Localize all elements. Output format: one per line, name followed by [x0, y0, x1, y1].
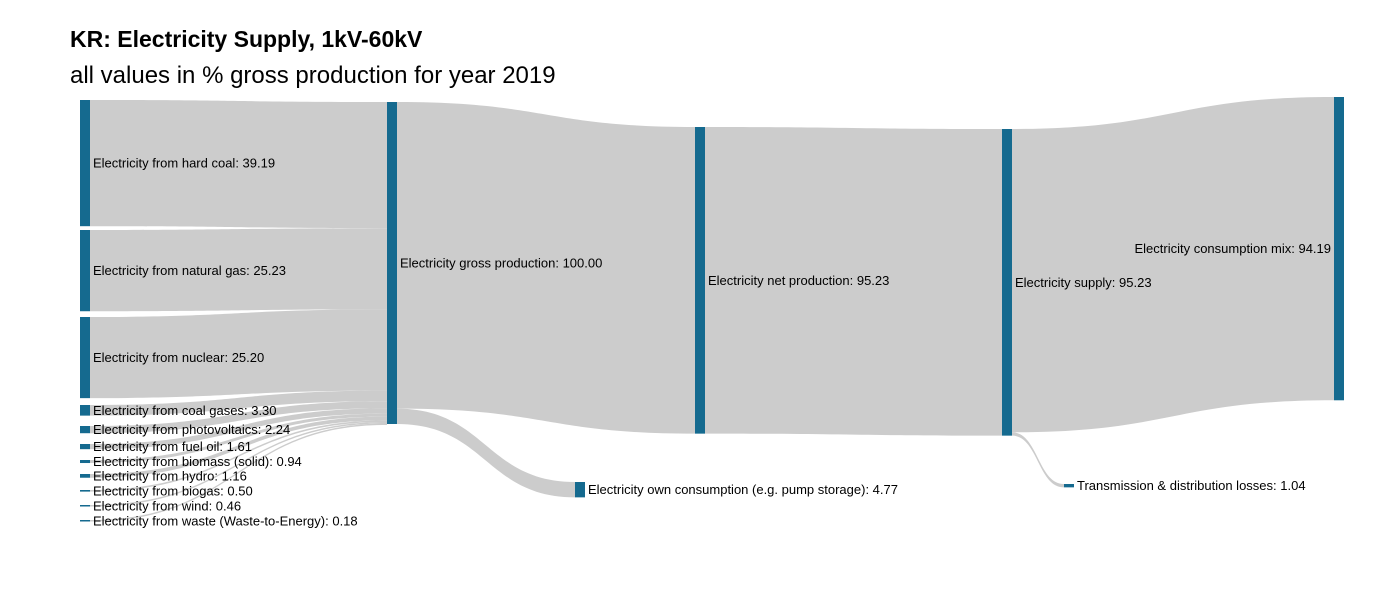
- node-waste: [80, 520, 90, 522]
- link-wind-to-gross: [90, 421, 387, 507]
- page-title: KR: Electricity Supply, 1kV-60kV: [70, 26, 423, 52]
- node-label-gross: Electricity gross production: 100.00: [400, 256, 602, 271]
- page-subtitle: all values in % gross production for yea…: [70, 62, 556, 89]
- link-photovoltaics-to-gross: [90, 401, 387, 434]
- link-natural_gas-to-gross: [90, 228, 387, 312]
- node-label-wind: Electricity from wind: 0.46: [93, 498, 241, 513]
- node-photovoltaics: [80, 426, 90, 434]
- node-coal_gases: [80, 405, 90, 416]
- link-hydro-to-gross: [90, 416, 387, 478]
- node-label-losses: Transmission & distribution losses: 1.04: [1077, 478, 1306, 493]
- node-label-biomass: Electricity from biomass (solid): 0.94: [93, 454, 302, 469]
- links-layer: [90, 97, 1334, 522]
- link-supply-to-mix: [1012, 97, 1334, 433]
- node-label-supply: Electricity supply: 95.23: [1015, 275, 1152, 290]
- node-biogas: [80, 490, 90, 492]
- node-label-coal_gases: Electricity from coal gases: 3.30: [93, 403, 277, 418]
- link-supply-to-losses: [1012, 432, 1064, 488]
- node-label-hard_coal: Electricity from hard coal: 39.19: [93, 156, 275, 171]
- node-natural_gas: [80, 230, 90, 312]
- node-supply: [1002, 129, 1012, 436]
- link-nuclear-to-gross: [90, 309, 387, 399]
- node-gross: [387, 102, 397, 424]
- node-label-biogas: Electricity from biogas: 0.50: [93, 483, 253, 498]
- node-label-nuclear: Electricity from nuclear: 25.20: [93, 350, 264, 365]
- node-label-hydro: Electricity from hydro: 1.16: [93, 468, 247, 483]
- node-label-own: Electricity own consumption (e.g. pump s…: [588, 482, 898, 497]
- node-biomass: [80, 460, 90, 464]
- node-label-photovoltaics: Electricity from photovoltaics: 2.24: [93, 422, 290, 437]
- node-mix: [1334, 97, 1344, 401]
- link-fuel_oil-to-gross: [90, 408, 387, 450]
- node-label-net: Electricity net production: 95.23: [708, 273, 889, 288]
- link-hard_coal-to-gross: [90, 100, 387, 229]
- link-gross-to-net: [397, 102, 695, 434]
- node-label-waste: Electricity from waste (Waste-to-Energy)…: [93, 513, 358, 528]
- node-nuclear: [80, 317, 90, 399]
- node-fuel_oil: [80, 444, 90, 450]
- link-biogas-to-gross: [90, 420, 387, 492]
- node-hydro: [80, 474, 90, 478]
- node-label-mix: Electricity consumption mix: 94.19: [1134, 241, 1331, 256]
- node-own: [575, 482, 585, 498]
- nodes-layer: [80, 97, 1344, 522]
- link-coal_gases-to-gross: [90, 390, 387, 416]
- labels-layer: Electricity from hard coal: 39.19 Electri…: [93, 156, 1331, 529]
- node-losses: [1064, 484, 1074, 488]
- link-gross-to-own: [397, 408, 575, 498]
- node-hard_coal: [80, 100, 90, 227]
- node-wind: [80, 505, 90, 507]
- link-waste-to-gross: [90, 423, 387, 522]
- link-net-to-supply: [705, 127, 1002, 436]
- link-biomass-to-gross: [90, 413, 387, 464]
- node-label-fuel_oil: Electricity from fuel oil: 1.61: [93, 439, 252, 454]
- node-label-natural_gas: Electricity from natural gas: 25.23: [93, 263, 286, 278]
- node-net: [695, 127, 705, 434]
